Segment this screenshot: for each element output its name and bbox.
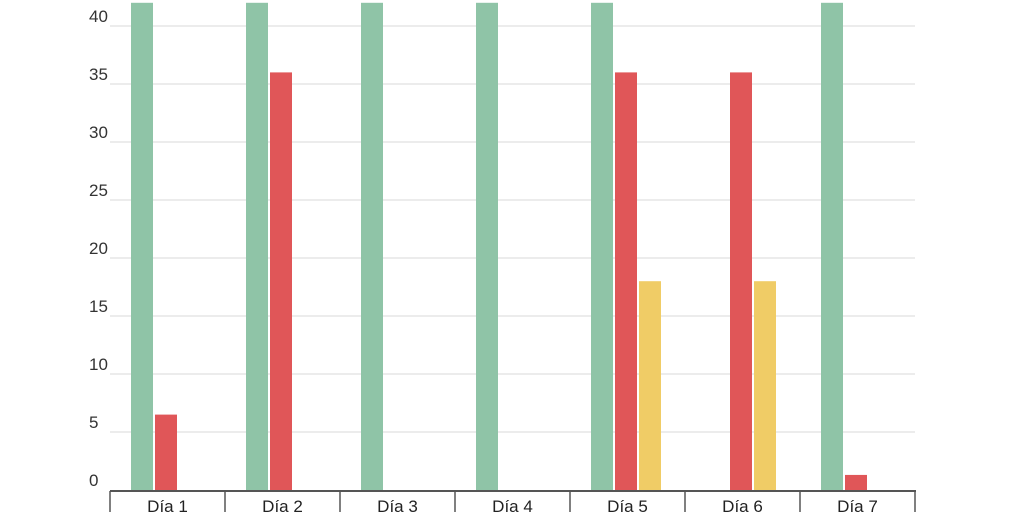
x-tick-label: Día 4 — [492, 497, 533, 512]
bar — [639, 281, 661, 490]
bar — [361, 2, 383, 491]
y-tick-label: 10 — [89, 355, 108, 374]
bar — [155, 414, 177, 490]
bar — [591, 2, 613, 491]
x-tick-label: Día 5 — [607, 497, 648, 512]
y-tick-label: 30 — [89, 123, 108, 142]
bars — [131, 2, 867, 491]
y-axis-ticks: 0 5 10 15 20 25 30 35 40 — [89, 7, 108, 490]
x-axis-labels: Día 1 Día 2 Día 3 Día 4 Día 5 Día 6 Día 7 — [147, 497, 878, 512]
y-tick-label: 20 — [89, 239, 108, 258]
bar — [476, 2, 498, 491]
y-tick-label: 35 — [89, 65, 108, 84]
y-tick-label: 5 — [89, 413, 98, 432]
y-tick-label: 25 — [89, 181, 108, 200]
x-tick-label: Día 6 — [722, 497, 763, 512]
bar — [270, 72, 292, 491]
y-tick-label: 0 — [89, 471, 98, 490]
x-tick-label: Día 7 — [837, 497, 878, 512]
y-tick-label: 40 — [89, 7, 108, 26]
bar — [845, 474, 867, 490]
x-tick-label: Día 3 — [377, 497, 418, 512]
y-tick-label: 15 — [89, 297, 108, 316]
x-axis — [109, 490, 916, 512]
bar — [754, 281, 776, 490]
bar — [131, 2, 153, 491]
x-tick-label: Día 1 — [147, 497, 188, 512]
bar — [615, 72, 637, 491]
gridlines — [110, 25, 915, 433]
bar — [730, 72, 752, 491]
x-tick-label: Día 2 — [262, 497, 303, 512]
bar — [246, 2, 268, 491]
bar — [821, 2, 843, 491]
